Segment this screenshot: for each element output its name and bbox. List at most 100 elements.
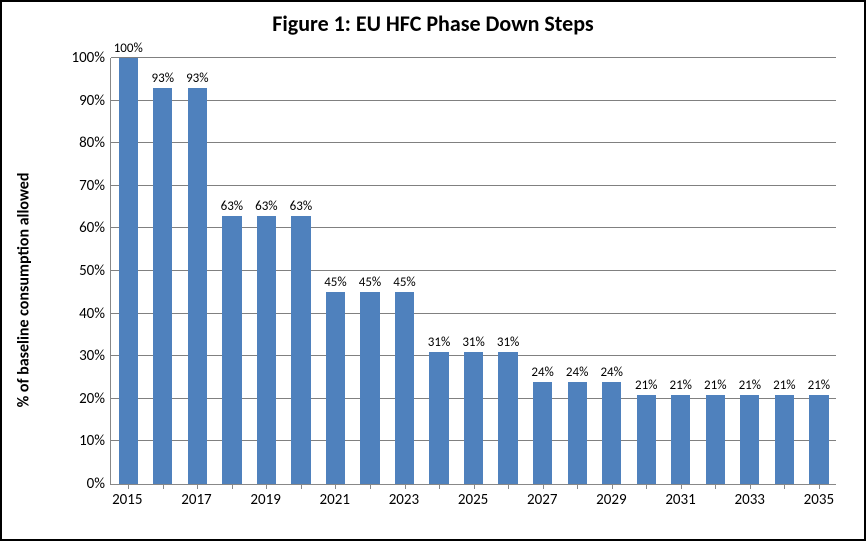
x-tick-label — [352, 485, 387, 521]
bar: 21% — [740, 395, 759, 484]
y-tick-label: 60% — [79, 219, 111, 237]
x-tick-label — [560, 485, 595, 521]
x-tick-label — [421, 485, 456, 521]
bar-value-label: 21% — [808, 378, 830, 393]
bar-value-label: 93% — [186, 71, 208, 86]
bar: 45% — [326, 292, 345, 484]
bar: 45% — [360, 292, 379, 484]
bar: 21% — [637, 395, 656, 484]
bar: 24% — [533, 382, 552, 484]
bar: 21% — [809, 395, 828, 484]
bar: 63% — [222, 216, 241, 484]
y-tick-label: 40% — [79, 305, 111, 323]
x-tick-label: 2031 — [663, 485, 698, 521]
x-ticks: 2015 2017 2019 2021 2023 2025 2027 2029 … — [110, 485, 836, 521]
bar-slot: 100% — [111, 58, 146, 484]
chart-area: % of baseline consumption allowed 0%10%2… — [32, 58, 844, 521]
bar-value-label: 45% — [393, 275, 415, 290]
bar: 24% — [568, 382, 587, 484]
bar: 93% — [153, 88, 172, 484]
bar-value-label: 100% — [114, 41, 143, 56]
x-tick-label — [490, 485, 525, 521]
bar: 21% — [706, 395, 725, 484]
bar-slot: 21% — [629, 58, 664, 484]
x-tick-label: 2029 — [594, 485, 629, 521]
bar: 63% — [291, 216, 310, 484]
x-tick-label: 2033 — [732, 485, 767, 521]
bar-value-label: 63% — [290, 199, 312, 214]
x-tick-label — [767, 485, 802, 521]
x-tick-label: 2019 — [248, 485, 283, 521]
bars-container: 100% 93% 93% 63% 63% 63% 45% 45% 45% 31% 31% 31% 24%… — [111, 58, 836, 484]
x-tick-label: 2015 — [110, 485, 145, 521]
bar-slot: 31% — [422, 58, 457, 484]
bar: 63% — [257, 216, 276, 484]
bar-slot: 31% — [491, 58, 526, 484]
bar-slot: 93% — [180, 58, 215, 484]
y-tick-label: 90% — [79, 92, 111, 110]
y-tick-label: 20% — [79, 390, 111, 408]
bar-slot: 24% — [525, 58, 560, 484]
y-tick-label: 50% — [79, 262, 111, 280]
chart-frame: Figure 1: EU HFC Phase Down Steps % of b… — [0, 0, 866, 541]
bar-value-label: 21% — [773, 378, 795, 393]
bar-value-label: 63% — [221, 199, 243, 214]
plot-region: 0%10%20%30%40%50%60%70%80%90%100%100%93%… — [110, 58, 836, 485]
bar: 45% — [395, 292, 414, 484]
bar-value-label: 21% — [670, 378, 692, 393]
bar-slot: 45% — [353, 58, 388, 484]
bar-slot: 63% — [284, 58, 319, 484]
bar: 31% — [498, 352, 517, 484]
bar-slot: 21% — [767, 58, 802, 484]
bar-slot: 63% — [249, 58, 284, 484]
x-tick-label: 2021 — [317, 485, 352, 521]
x-tick-label: 2023 — [387, 485, 422, 521]
bar-value-label: 21% — [635, 378, 657, 393]
x-tick-label — [214, 485, 249, 521]
x-tick-label — [145, 485, 180, 521]
bar-value-label: 45% — [324, 275, 346, 290]
bar: 31% — [464, 352, 483, 484]
x-tick-label: 2017 — [179, 485, 214, 521]
bar-slot: 45% — [318, 58, 353, 484]
x-tick-label — [629, 485, 664, 521]
y-tick-label: 30% — [79, 347, 111, 365]
x-tick-label — [283, 485, 318, 521]
x-tick-label: 2025 — [456, 485, 491, 521]
bar-slot: 24% — [594, 58, 629, 484]
bar: 24% — [602, 382, 621, 484]
bar: 100% — [119, 58, 138, 484]
bar-slot: 31% — [456, 58, 491, 484]
bar: 21% — [775, 395, 794, 484]
bar-slot: 21% — [664, 58, 699, 484]
bar-value-label: 24% — [566, 365, 588, 380]
bar-value-label: 45% — [359, 275, 381, 290]
x-tick-label: 2027 — [525, 485, 560, 521]
plot-inner: 0%10%20%30%40%50%60%70%80%90%100%100%93%… — [110, 58, 836, 485]
bar-value-label: 24% — [531, 365, 553, 380]
bar-value-label: 31% — [462, 335, 484, 350]
bar-slot: 21% — [698, 58, 733, 484]
bar-value-label: 31% — [497, 335, 519, 350]
bar: 31% — [429, 352, 448, 484]
y-tick-label: 70% — [79, 177, 111, 195]
bar: 21% — [671, 395, 690, 484]
y-tick-label: 100% — [71, 49, 111, 67]
bar: 93% — [188, 88, 207, 484]
chart-title: Figure 1: EU HFC Phase Down Steps — [2, 2, 864, 37]
bar-value-label: 21% — [739, 378, 761, 393]
bar-value-label: 93% — [152, 71, 174, 86]
bar-slot: 21% — [733, 58, 768, 484]
bar-value-label: 63% — [255, 199, 277, 214]
x-tick-label — [698, 485, 733, 521]
bar-slot: 21% — [802, 58, 837, 484]
bar-value-label: 21% — [704, 378, 726, 393]
x-axis: 2015 2017 2019 2021 2023 2025 2027 2029 … — [110, 485, 836, 521]
x-tick-label: 2035 — [802, 485, 837, 521]
bar-slot: 45% — [387, 58, 422, 484]
y-tick-label: 80% — [79, 134, 111, 152]
y-tick-label: 10% — [79, 432, 111, 450]
y-tick-label: 0% — [87, 475, 111, 493]
bar-value-label: 31% — [428, 335, 450, 350]
bar-value-label: 24% — [600, 365, 622, 380]
